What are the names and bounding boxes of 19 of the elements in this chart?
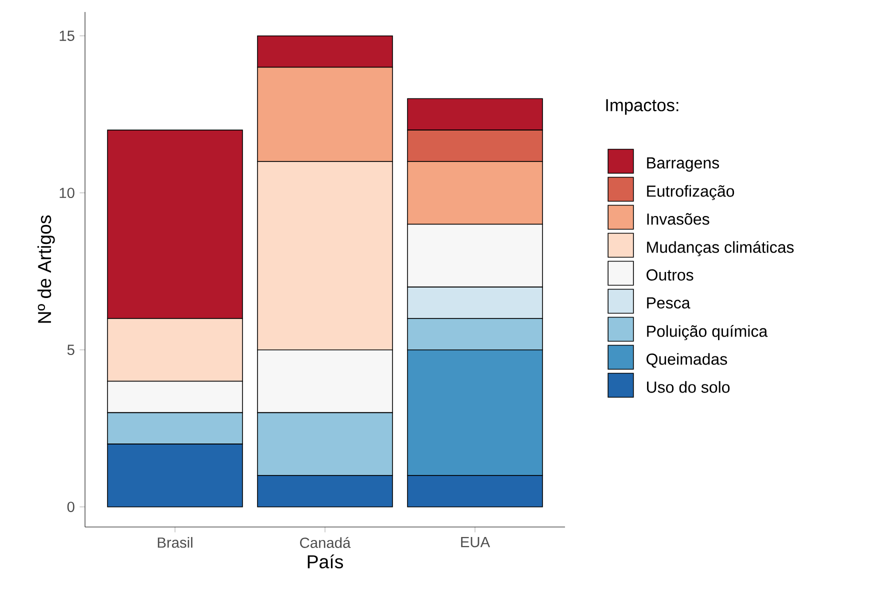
legend-label: Pesca	[647, 297, 690, 309]
legend-title: Impactos:	[606, 99, 678, 115]
x-tick-label: Brasil	[158, 537, 192, 548]
legend-label: Barragens	[647, 157, 720, 172]
y-tick-label: 10	[60, 188, 74, 198]
x-tick-label: EUA	[461, 537, 490, 548]
legend-label: Outros	[646, 269, 694, 281]
y-tick-label: 5	[67, 344, 74, 355]
legend-label: Eutrofização	[647, 185, 734, 200]
y-tick-label: 15	[60, 30, 74, 41]
y-tick-label: 0	[67, 502, 74, 512]
legend-label: Queimadas	[646, 353, 728, 368]
x-axis-title: País	[308, 554, 344, 568]
x-tick-label: Canadá	[300, 537, 351, 548]
legend-label: Invasões	[647, 213, 710, 225]
legend-label: Uso do solo	[647, 381, 730, 393]
legend-label: Mudanças climáticas	[647, 241, 794, 256]
legend-label: Poluição química	[647, 325, 768, 340]
y-axis-title: Nº de Artigos	[37, 215, 55, 323]
